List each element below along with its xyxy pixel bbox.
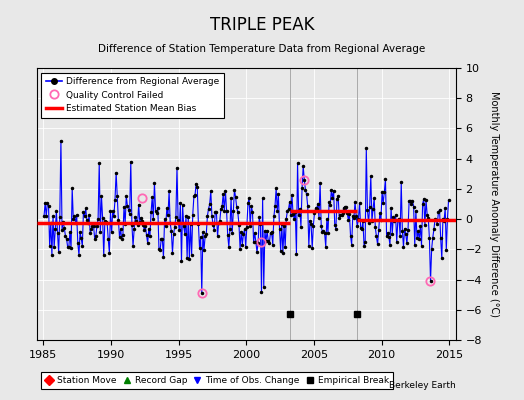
Legend: Station Move, Record Gap, Time of Obs. Change, Empirical Break: Station Move, Record Gap, Time of Obs. C…: [41, 372, 392, 388]
Text: TRIPLE PEAK: TRIPLE PEAK: [210, 16, 314, 34]
Text: Difference of Station Temperature Data from Regional Average: Difference of Station Temperature Data f…: [99, 44, 425, 54]
Y-axis label: Monthly Temperature Anomaly Difference (°C): Monthly Temperature Anomaly Difference (…: [489, 91, 499, 317]
Text: Berkeley Earth: Berkeley Earth: [389, 381, 456, 390]
